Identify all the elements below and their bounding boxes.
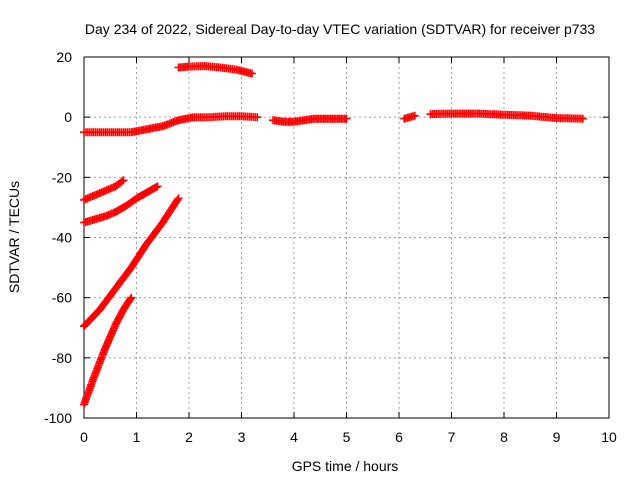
- series-arc-5: [80, 194, 183, 331]
- data-point-markers: [80, 293, 136, 409]
- data-point-markers: [400, 111, 419, 123]
- data-point-markers: [269, 114, 351, 126]
- series-arc-7: [269, 114, 351, 126]
- data-point-markers: [80, 176, 128, 204]
- x-tick-label: 0: [80, 429, 88, 445]
- data-point-markers: [174, 62, 256, 78]
- series-arc-1: [80, 112, 262, 137]
- x-tick-label: 3: [238, 429, 246, 445]
- data-point-markers: [80, 182, 162, 227]
- series-arc-2: [174, 62, 256, 78]
- data-point-markers: [426, 109, 587, 123]
- x-tick-label: 6: [395, 429, 403, 445]
- series-arc-4: [80, 182, 162, 227]
- series-arc-3: [80, 176, 128, 204]
- data-point-markers: [80, 194, 183, 331]
- y-tick-label: 20: [56, 49, 72, 65]
- y-tick-label: -20: [52, 169, 72, 185]
- series-arc-8: [400, 111, 419, 123]
- x-tick-label: 1: [133, 429, 141, 445]
- y-tick-label: 0: [64, 109, 72, 125]
- grid: [84, 57, 609, 418]
- y-tick-label: -60: [52, 290, 72, 306]
- x-tick-label: 8: [500, 429, 508, 445]
- y-tick-label: -100: [44, 410, 72, 426]
- x-tick-label: 5: [343, 429, 351, 445]
- x-tick-label: 9: [553, 429, 561, 445]
- series-arc-9: [426, 109, 587, 123]
- y-tick-label: -80: [52, 350, 72, 366]
- series-arc-6: [80, 293, 136, 409]
- x-tick-label: 2: [185, 429, 193, 445]
- x-tick-label: 10: [601, 429, 617, 445]
- x-tick-label: 7: [448, 429, 456, 445]
- chart-title: Day 234 of 2022, Sidereal Day-to-day VTE…: [85, 21, 595, 37]
- y-axis-label: SDTVAR / TECUs: [6, 181, 22, 293]
- series-layer: [80, 62, 587, 409]
- data-point-markers: [80, 112, 262, 137]
- y-tick-label: -40: [52, 230, 72, 246]
- ticks: 0 1 2 3 4 5 6 7 8 9 10 -100 -80 -60 -40 -20 0 20: [44, 49, 617, 445]
- x-axis-label: GPS time / hours: [292, 458, 399, 474]
- x-tick-label: 4: [290, 429, 298, 445]
